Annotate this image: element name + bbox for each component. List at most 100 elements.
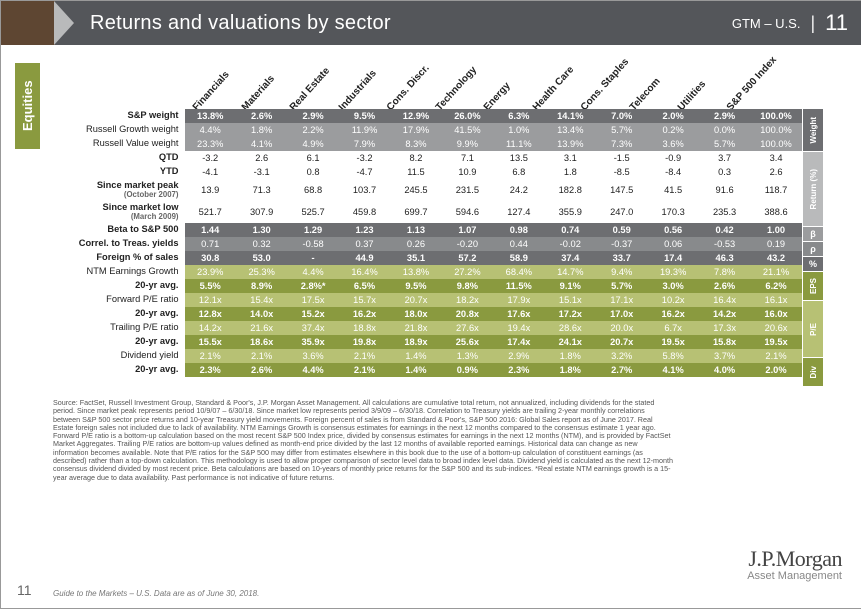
- data-cell: 17.2x: [545, 307, 596, 321]
- data-cell: 0.98: [493, 223, 544, 237]
- data-cell: 2.6%: [236, 363, 287, 377]
- data-cell: 14.2x: [699, 307, 750, 321]
- data-cell: 100.0%: [750, 123, 801, 137]
- data-cell: 33.7: [596, 251, 647, 265]
- data-cell: 1.8%: [545, 349, 596, 363]
- data-cell: 17.4: [647, 251, 698, 265]
- row-label: Dividend yield: [53, 349, 185, 363]
- table-row: QTD-3.22.66.1-3.28.27.113.53.1-1.5-0.93.…: [53, 151, 823, 165]
- data-cell: 4.4%: [185, 123, 236, 137]
- table-row: Russell Growth weight4.4%1.8%2.2%11.9%17…: [53, 123, 823, 137]
- data-cell: 307.9: [236, 201, 287, 223]
- data-cell: 8.2: [390, 151, 441, 165]
- tab-weight: Weight: [803, 109, 823, 151]
- row-label: 20-yr avg.: [53, 335, 185, 349]
- logo-jpmorgan: J.P.Morgan: [747, 546, 842, 572]
- column-header: Industrials: [336, 68, 378, 113]
- data-cell: 2.2%: [287, 123, 338, 137]
- data-cell: 41.5%: [442, 123, 493, 137]
- data-cell: 2.0%: [647, 109, 698, 123]
- data-cell: 1.8%: [236, 123, 287, 137]
- row-label: Foreign % of sales: [53, 251, 185, 265]
- data-cell: 71.3: [236, 179, 287, 201]
- data-cell: 3.1: [545, 151, 596, 165]
- page-number-bl: 11: [17, 582, 32, 598]
- data-cell: 1.07: [442, 223, 493, 237]
- data-cell: 2.3%: [493, 363, 544, 377]
- data-cell: 170.3: [647, 201, 698, 223]
- data-cell: 58.9: [493, 251, 544, 265]
- data-cell: 0.32: [236, 237, 287, 251]
- data-cell: 4.1%: [647, 363, 698, 377]
- data-cell: 6.3%: [493, 109, 544, 123]
- data-cell: 5.8%: [647, 349, 698, 363]
- data-cell: 20.6x: [750, 321, 801, 335]
- data-cell: 18.9x: [390, 335, 441, 349]
- data-cell: 103.7: [339, 179, 390, 201]
- table-row: Correl. to Treas. yields0.710.32-0.580.3…: [53, 237, 823, 251]
- data-cell: 11.5: [390, 165, 441, 179]
- data-cell: 6.5%: [339, 279, 390, 293]
- data-cell: 17.6x: [493, 307, 544, 321]
- data-cell: 459.8: [339, 201, 390, 223]
- data-cell: 7.9%: [339, 137, 390, 151]
- table-row: 20-yr avg.5.5%8.9%2.8%*6.5%9.5%9.8%11.5%…: [53, 279, 823, 293]
- data-cell: 2.6%: [699, 279, 750, 293]
- data-cell: 9.8%: [442, 279, 493, 293]
- column-header: Cons. Staples: [579, 56, 631, 113]
- data-cell: 8.9%: [236, 279, 287, 293]
- data-cell: 24.1x: [545, 335, 596, 349]
- data-cell: 15.1x: [545, 293, 596, 307]
- row-label: 20-yr avg.: [53, 363, 185, 377]
- tab-div: Div: [803, 358, 823, 386]
- data-cell: 17.5x: [287, 293, 338, 307]
- data-cell: 16.0x: [750, 307, 801, 321]
- data-cell: -0.20: [442, 237, 493, 251]
- data-cell: 20.7x: [390, 293, 441, 307]
- data-cell: 2.6%: [236, 109, 287, 123]
- data-cell: 1.44: [185, 223, 236, 237]
- data-cell: 0.56: [647, 223, 698, 237]
- data-cell: -4.1: [185, 165, 236, 179]
- data-cell: 27.6x: [442, 321, 493, 335]
- source-text: Source: FactSet, Russell Investment Grou…: [53, 399, 673, 482]
- data-cell: 5.5%: [185, 279, 236, 293]
- data-cell: 0.9%: [442, 363, 493, 377]
- data-cell: 5.7%: [596, 279, 647, 293]
- column-header: Utilities: [676, 79, 708, 113]
- column-header: Financials: [191, 69, 232, 113]
- data-cell: 0.3: [699, 165, 750, 179]
- data-cell: 594.6: [442, 201, 493, 223]
- data-cell: 525.7: [287, 201, 338, 223]
- header-separator: |: [810, 13, 815, 34]
- table-row: Beta to S&P 5001.441.301.291.231.131.070…: [53, 223, 823, 237]
- tab-pct: %: [803, 257, 823, 271]
- data-cell: 21.1%: [750, 265, 801, 279]
- data-cell: 19.3%: [647, 265, 698, 279]
- data-cell: 0.0%: [699, 123, 750, 137]
- data-cell: -3.2: [339, 151, 390, 165]
- data-cell: 20.0x: [596, 321, 647, 335]
- header-bar: Returns and valuations by sector GTM – U…: [1, 1, 861, 45]
- data-cell: 5.7%: [699, 137, 750, 151]
- data-cell: 2.6: [236, 151, 287, 165]
- data-cell: 24.2: [493, 179, 544, 201]
- data-cell: 23.3%: [185, 137, 236, 151]
- data-cell: -4.7: [339, 165, 390, 179]
- logo-asset-mgmt: Asset Management: [747, 570, 842, 582]
- table-row: S&P weight13.8%2.6%2.9%9.5%12.9%26.0%6.3…: [53, 109, 823, 123]
- column-header: Technology: [433, 64, 478, 113]
- data-cell: 17.1x: [596, 293, 647, 307]
- data-cell: 118.7: [750, 179, 801, 201]
- data-cell: 20.8x: [442, 307, 493, 321]
- data-cell: 3.7: [699, 151, 750, 165]
- data-cell: 1.0%: [493, 123, 544, 137]
- data-cell: 28.6x: [545, 321, 596, 335]
- data-cell: 699.7: [390, 201, 441, 223]
- data-cell: -1.5: [596, 151, 647, 165]
- data-cell: 2.1%: [339, 363, 390, 377]
- table-row: YTD-4.1-3.10.8-4.711.510.96.81.8-8.5-8.4…: [53, 165, 823, 179]
- data-cell: 2.1%: [236, 349, 287, 363]
- data-cell: 17.0x: [596, 307, 647, 321]
- table-row: Since market peak(October 2007)13.971.36…: [53, 179, 823, 201]
